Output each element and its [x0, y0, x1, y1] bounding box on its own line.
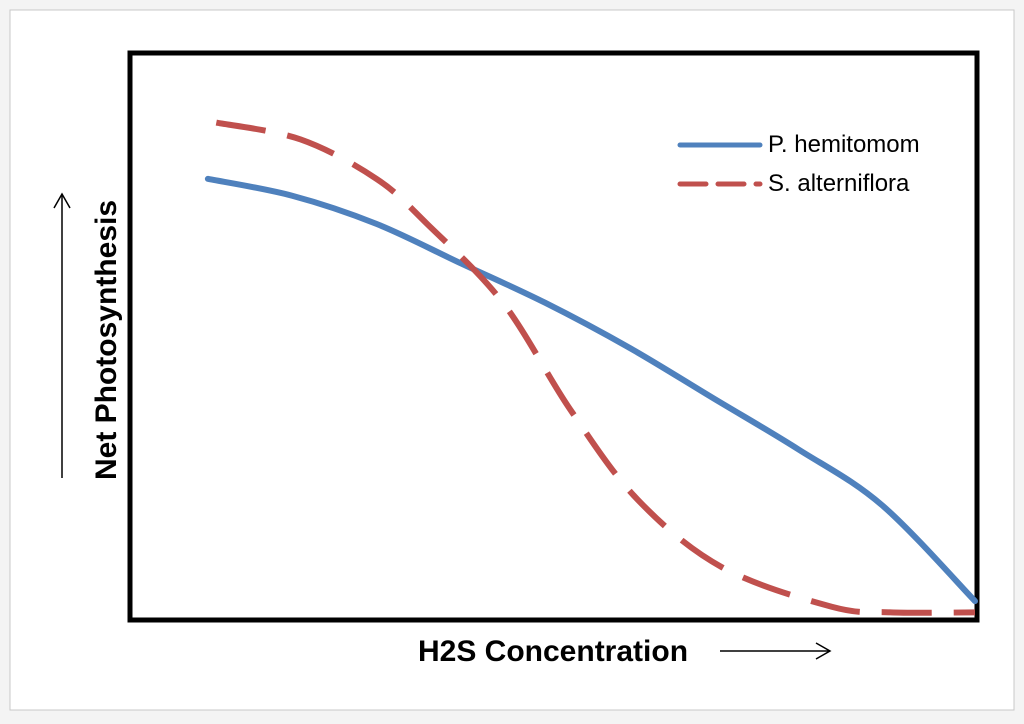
plot-area: [127, 50, 980, 623]
series-line-s-alterniflora: [215, 119, 976, 616]
y-axis-label: Net Photosynthesis: [90, 200, 123, 480]
y-axis: Net Photosynthesis: [53, 192, 123, 480]
x-axis-label: H2S Concentration: [418, 635, 688, 668]
legend-label-p-hemitomom: P. hemitomom: [768, 131, 920, 158]
legend-label-s-alterniflora: S. alterniflora: [768, 170, 910, 197]
x-axis-arrow-head: [815, 642, 832, 660]
legend: P. hemitomom S. alterniflora: [677, 131, 920, 197]
x-axis: H2S Concentration: [418, 635, 832, 668]
series-layer: [204, 119, 978, 616]
y-axis-arrow-head: [53, 192, 71, 209]
series-line-p-hemitomom: [204, 175, 978, 605]
